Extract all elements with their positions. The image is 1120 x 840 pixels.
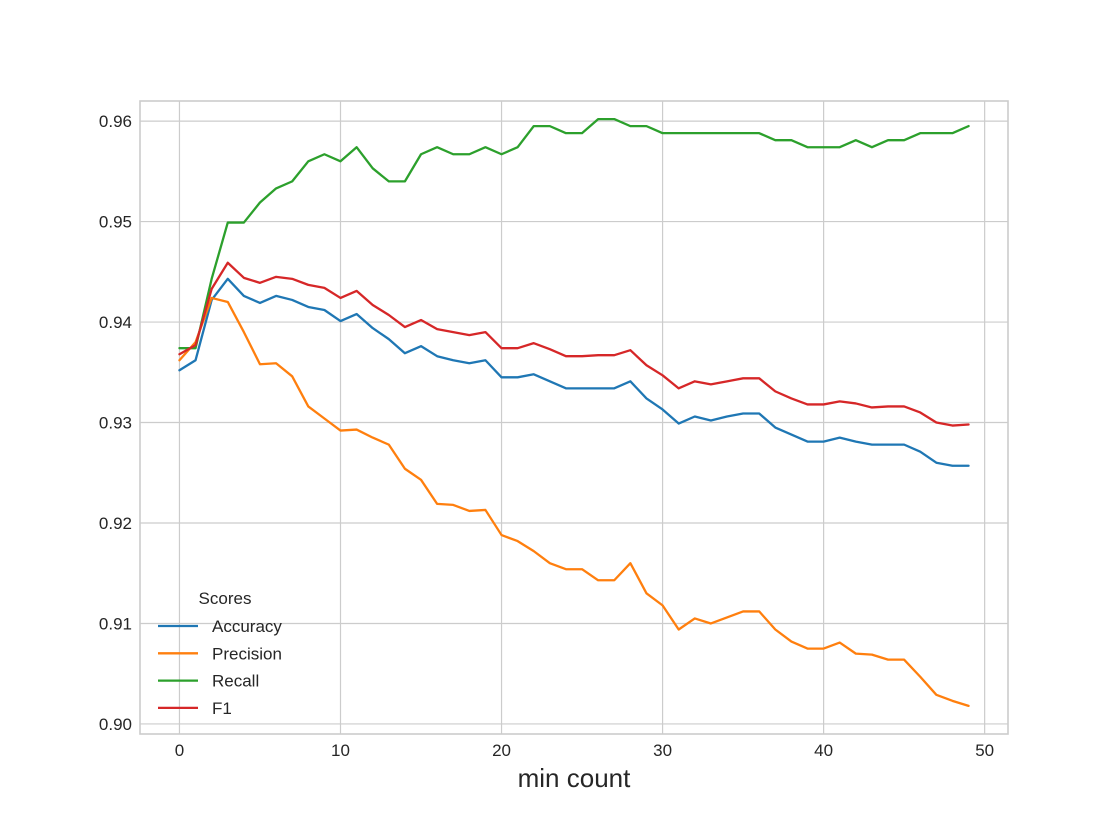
legend: Scores Accuracy Precision Recall F1 [158,589,282,718]
y-tick-label: 0.90 [99,715,132,734]
y-tick-label: 0.93 [99,414,132,433]
y-tick-label: 0.94 [99,313,132,332]
x-tick-label: 30 [653,741,672,760]
series-line-recall [178,117,970,350]
series-line-f1 [178,261,970,427]
x-tick-label: 10 [331,741,350,760]
legend-label-accuracy: Accuracy [212,617,282,636]
legend-label-recall: Recall [212,672,259,691]
y-tick-label: 0.95 [99,213,132,232]
x-tick-label: 20 [492,741,511,760]
series-line-precision [178,296,970,708]
grid-lines [140,101,1008,734]
legend-label-f1: F1 [212,699,232,718]
x-tick-label: 40 [814,741,833,760]
x-tick-label: 50 [975,741,994,760]
plot-area-frame [139,100,1009,735]
y-tick-label: 0.96 [99,112,132,131]
x-tick-label: 0 [175,741,184,760]
series-line-accuracy [178,277,970,467]
y-tick-label: 0.92 [99,514,132,533]
x-axis-label: min count [518,763,631,793]
tick-labels: 0 10 20 30 40 50 0.90 0.91 0.92 0.93 0.94 0.95 0.96 [99,112,994,760]
series-lines [178,117,970,708]
legend-title: Scores [199,589,252,608]
legend-label-precision: Precision [212,644,282,663]
y-tick-label: 0.91 [99,614,132,633]
